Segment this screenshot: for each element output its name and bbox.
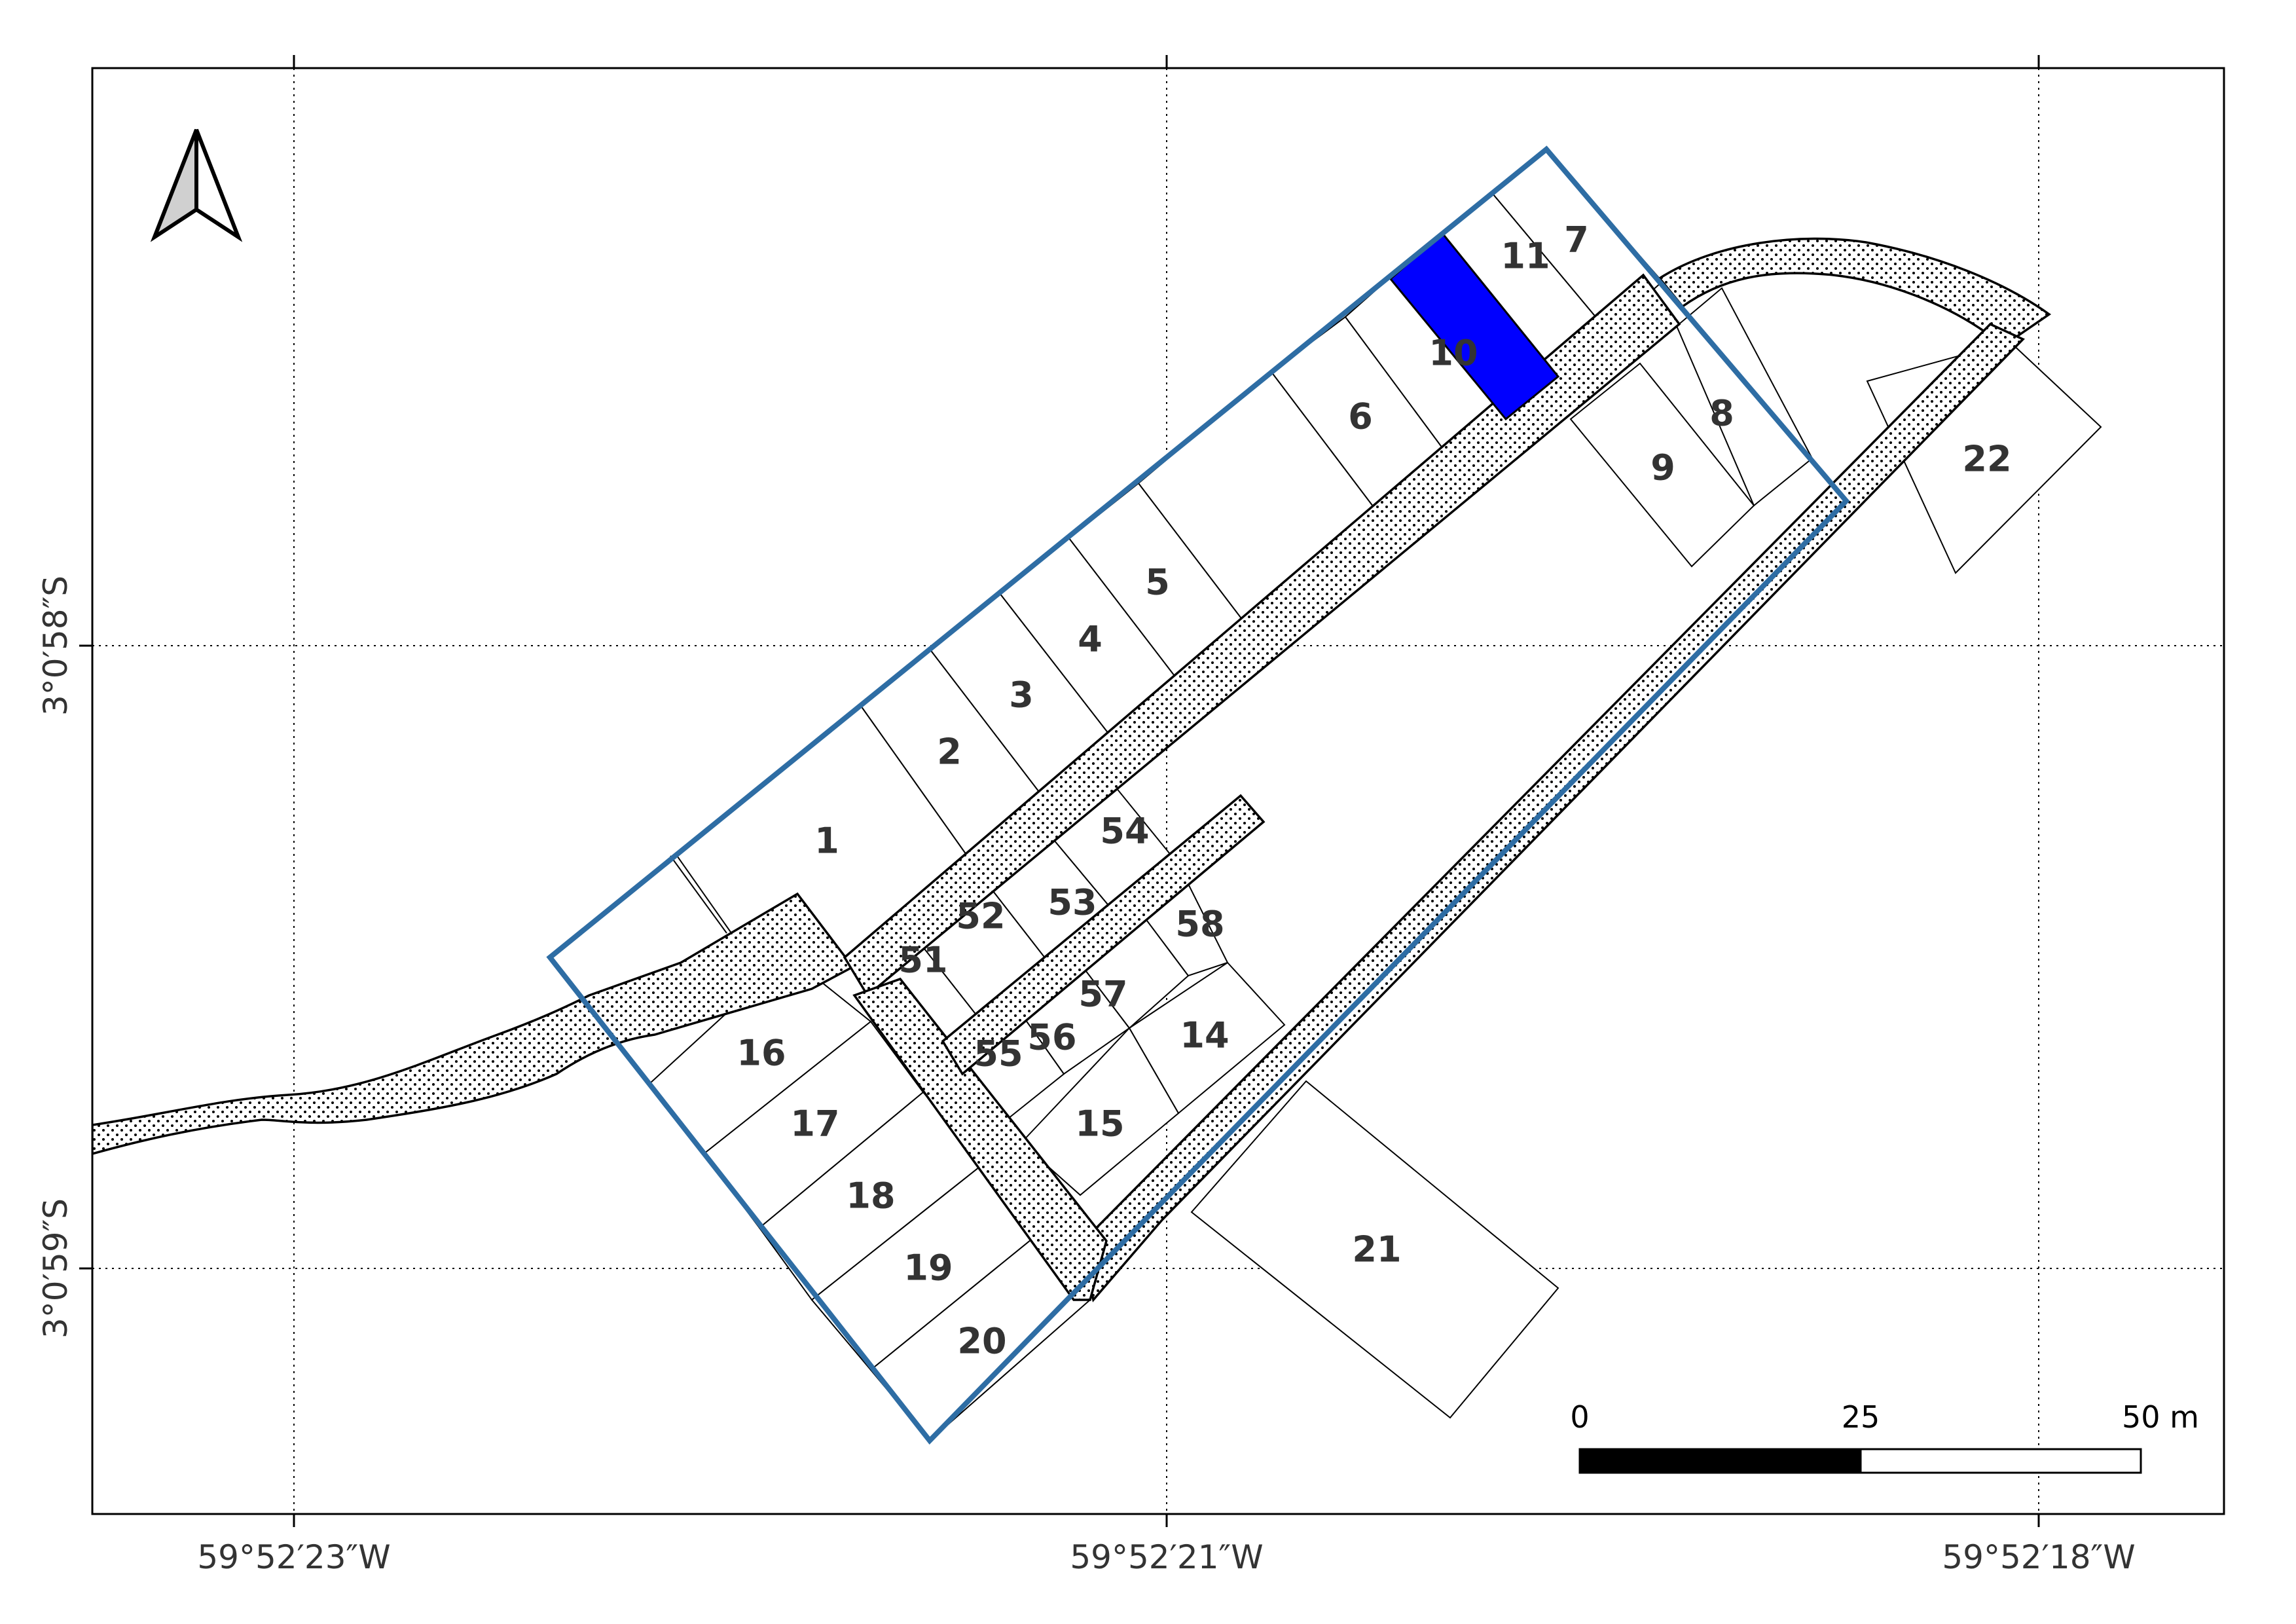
lot-15-polygon[interactable] [1020, 1027, 1180, 1196]
lot-label-5: 5 [1145, 562, 1170, 603]
road-curve-east [1658, 237, 2052, 348]
lot-label-9: 9 [1650, 447, 1675, 489]
lot-label-15: 15 [1075, 1103, 1124, 1145]
latitude-label-2: 3°0′59″S [37, 1198, 75, 1338]
property-boundary [546, 145, 1850, 1445]
scale-bar-segment-dark [1578, 1448, 1862, 1474]
lot-label-21: 21 [1352, 1229, 1401, 1270]
lot-label-20: 20 [957, 1321, 1006, 1362]
longitude-label-2: 59°52′21″W [1070, 1538, 1263, 1576]
main-road-diagonal [843, 273, 1681, 997]
lot-21-polygon[interactable] [1190, 1080, 1559, 1419]
map-frame [91, 67, 2225, 1515]
lot-label-58: 58 [1175, 904, 1224, 945]
lot-label-17: 17 [790, 1103, 839, 1145]
road-southeast-diagonal [1079, 322, 2025, 1302]
lot-label-52: 52 [956, 896, 1005, 937]
north-arrow-icon [150, 128, 243, 242]
scale-bar-tick-25: 25 [1842, 1399, 1880, 1435]
lot-label-8: 8 [1709, 393, 1734, 434]
lot-label-54: 54 [1100, 811, 1149, 852]
lot-label-1: 1 [814, 821, 839, 862]
scale-bar-tick-50: 50 m [2122, 1399, 2199, 1435]
longitude-labels: 59°52′23″W 59°52′21″W 59°52′18″W [197, 1538, 2135, 1576]
lot-9-polygon[interactable] [1569, 362, 1755, 568]
access-road-west [92, 892, 864, 1155]
lot-label-19: 19 [903, 1247, 953, 1289]
longitude-label-1: 59°52′23″W [197, 1538, 390, 1576]
lot-label-6: 6 [1348, 396, 1373, 437]
lot-label-51: 51 [898, 940, 947, 981]
lot-label-53: 53 [1048, 882, 1097, 923]
road-lateral-spur [941, 794, 1266, 1076]
scale-bar: 0 25 50 m [1570, 1399, 2199, 1474]
latitude-label-1: 3°0′58″S [37, 576, 75, 716]
longitude-label-3: 59°52′18″W [1942, 1538, 2135, 1576]
lot-label-7: 7 [1564, 219, 1589, 261]
lot-label-22: 22 [1962, 439, 2011, 480]
lot-label-2: 2 [937, 731, 962, 773]
lot-divider [670, 855, 727, 934]
lot-label-57: 57 [1078, 974, 1127, 1015]
lot-label-3: 3 [1009, 674, 1034, 716]
scale-bar-tick-0: 0 [1570, 1399, 1589, 1435]
lot-labels: 1 2 3 4 5 6 7 8 9 10 11 14 15 16 17 18 1… [737, 219, 2011, 1362]
graticule [92, 68, 2224, 1514]
lot-label-11: 11 [1501, 236, 1550, 277]
lot-label-56: 56 [1027, 1017, 1076, 1058]
scale-bar-segment-light [1859, 1448, 2142, 1474]
lot-label-55: 55 [974, 1033, 1023, 1075]
lot-label-14: 14 [1180, 1015, 1229, 1056]
lot-label-4: 4 [1078, 619, 1102, 660]
frame-ticks [79, 55, 2040, 1527]
lot-label-16: 16 [737, 1033, 786, 1074]
latitude-labels: 3°0′58″S 3°0′59″S [37, 576, 75, 1338]
lot-label-18: 18 [846, 1175, 895, 1217]
lot-label-10: 10 [1429, 333, 1478, 374]
